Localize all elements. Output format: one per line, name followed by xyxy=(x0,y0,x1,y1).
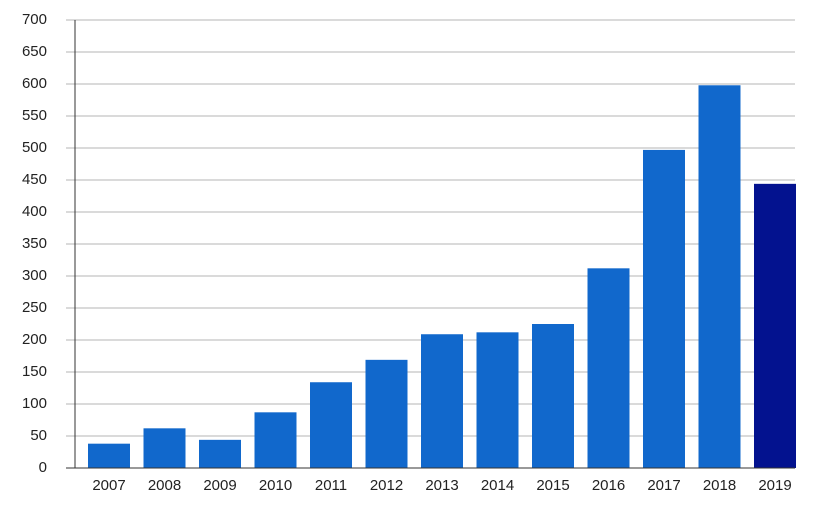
bar xyxy=(143,428,186,468)
x-tick-label: 2016 xyxy=(592,477,625,494)
y-tick-label: 50 xyxy=(30,427,47,444)
y-tick-label: 100 xyxy=(22,395,47,412)
y-tick-label: 300 xyxy=(22,267,47,284)
x-tick-label: 2011 xyxy=(315,477,347,494)
x-tick-label: 2008 xyxy=(148,477,181,494)
y-tick-label: 500 xyxy=(22,139,47,156)
bar xyxy=(754,183,796,468)
x-tick-label: 2012 xyxy=(370,477,403,494)
y-tick-label: 600 xyxy=(22,75,47,92)
x-tick-label: 2019 xyxy=(758,477,791,494)
y-tick-label: 650 xyxy=(22,43,47,60)
y-tick-label: 550 xyxy=(22,107,47,124)
y-tick-label: 0 xyxy=(39,459,47,476)
x-tick-label: 2013 xyxy=(425,477,458,494)
bar xyxy=(476,332,519,468)
y-tick-label: 400 xyxy=(22,203,47,220)
bar xyxy=(365,359,408,468)
bar xyxy=(310,382,352,468)
bar xyxy=(254,412,297,468)
x-tick-label: 2009 xyxy=(203,477,236,494)
bar xyxy=(698,85,741,468)
bar xyxy=(643,149,685,469)
bar xyxy=(199,439,241,468)
x-tick-label: 2014 xyxy=(481,477,514,494)
bar xyxy=(88,443,130,468)
x-tick-label: 2007 xyxy=(92,477,125,494)
y-tick-label: 700 xyxy=(22,11,47,28)
y-tick-label: 350 xyxy=(22,235,47,252)
bar xyxy=(532,324,574,468)
x-tick-label: 2010 xyxy=(259,477,292,494)
x-tick-label: 2018 xyxy=(703,477,736,494)
y-tick-label: 150 xyxy=(22,363,47,380)
x-tick-label: 2015 xyxy=(536,477,569,494)
y-tick-label: 450 xyxy=(22,171,47,188)
x-tick-label: 2017 xyxy=(647,477,680,494)
y-tick-label: 250 xyxy=(22,299,47,316)
y-tick-label: 200 xyxy=(22,331,47,348)
bar xyxy=(587,268,630,468)
bar xyxy=(421,334,463,468)
